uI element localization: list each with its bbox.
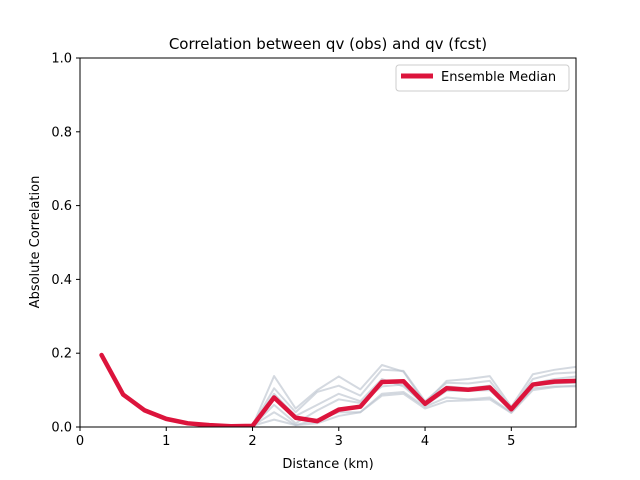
legend-box [395,64,570,92]
y-tick-label: 0.6 [51,199,72,214]
series-line-ensemble-median [99,352,576,427]
y-tick-label: 0.0 [51,421,72,436]
y-axis: 0.0 0.2 0.4 0.6 0.8 1.0 [51,52,80,436]
legend-label: Ensemble Median [441,70,556,85]
x-tick-label: 1 [162,434,170,449]
chart-title: Correlation between qv (obs) and qv (fcs… [169,35,487,53]
y-tick-label: 1.0 [51,52,72,67]
x-tick-label: 3 [335,434,343,449]
y-tick-label: 0.4 [51,273,72,288]
series-layer [99,352,576,427]
x-tick-label: 2 [248,434,256,449]
y-tick-label: 0.2 [51,347,72,362]
plot-frame [79,57,577,428]
legend: Ensemble Median [395,64,570,92]
x-tick-label: 0 [76,434,84,449]
x-axis-label: Distance (km) [282,457,373,472]
y-tick-label: 0.8 [51,125,72,140]
x-tick-label: 4 [421,434,429,449]
x-tick-label: 5 [507,434,515,449]
y-axis-label: Absolute Correlation [28,176,43,309]
series-line-member-6 [100,354,576,427]
x-axis: 0 1 2 3 4 5 [76,427,515,449]
